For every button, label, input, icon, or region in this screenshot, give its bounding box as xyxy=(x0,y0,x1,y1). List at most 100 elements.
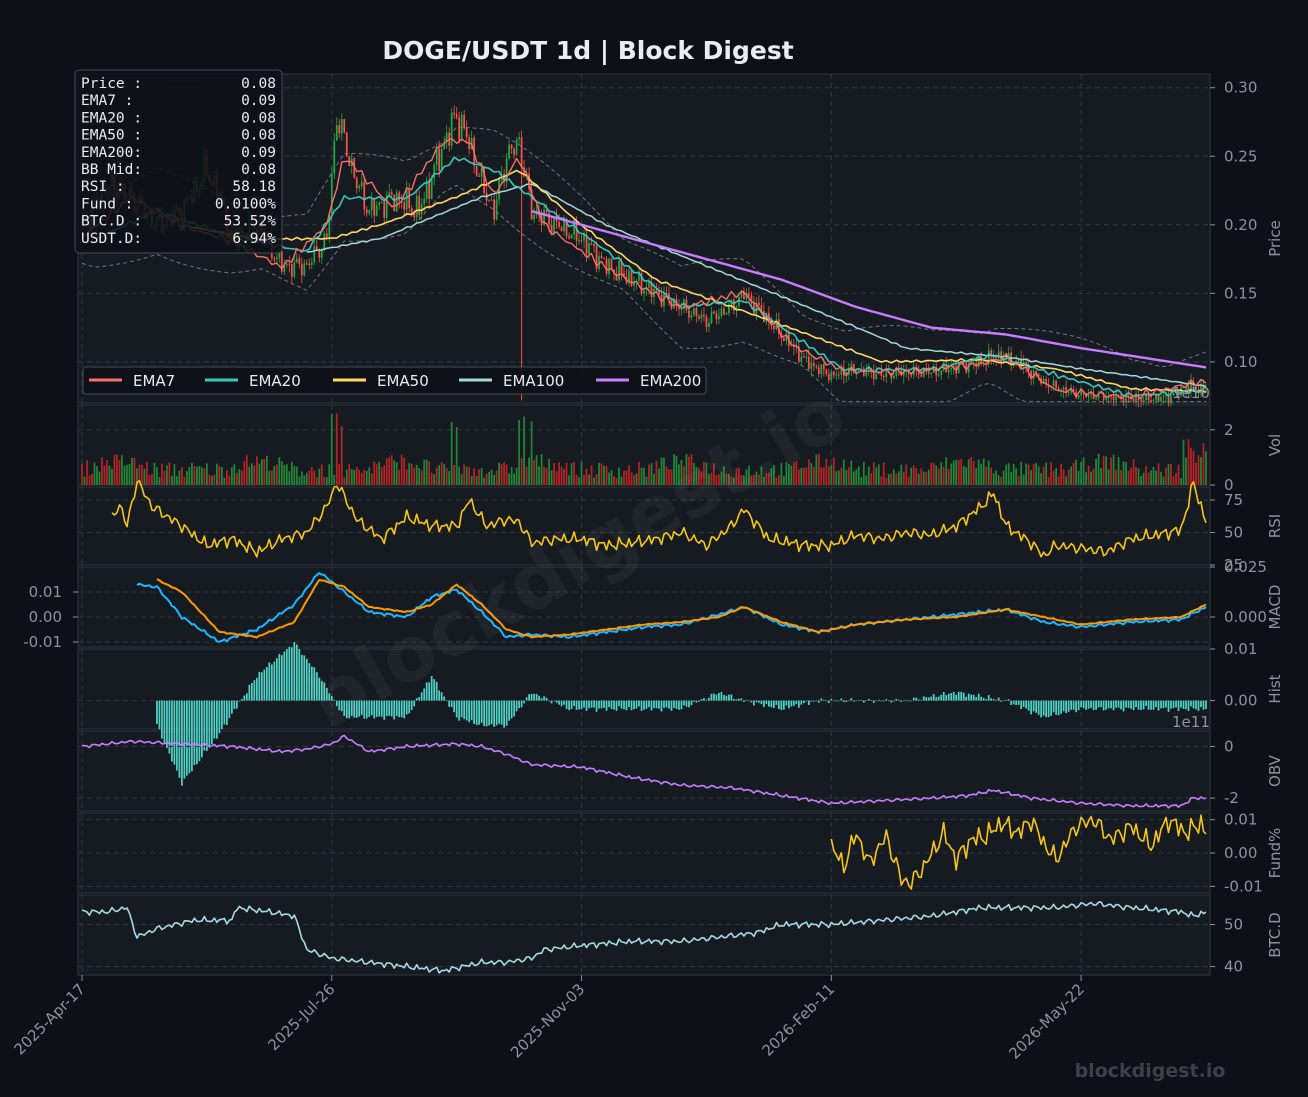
candle-body xyxy=(543,209,545,225)
candle-body xyxy=(815,365,818,368)
candle-body xyxy=(1067,392,1070,394)
hist-bar xyxy=(218,700,221,734)
candle-body xyxy=(450,112,453,146)
info-value: 0.09 xyxy=(241,145,276,161)
candle-body xyxy=(733,299,735,311)
ytick-label-funding: -0.01 xyxy=(1224,877,1263,895)
hist-bar xyxy=(1080,700,1082,708)
candle-body xyxy=(440,148,443,171)
hist-bar xyxy=(263,669,266,701)
hist-bar xyxy=(211,700,213,745)
volume-bar xyxy=(1092,468,1095,485)
candle-body xyxy=(1202,384,1205,391)
candle-body xyxy=(700,314,703,319)
hist-bar xyxy=(250,682,253,701)
hist-bar xyxy=(161,700,163,739)
ytick-label-volume: 2 xyxy=(1224,421,1234,439)
candle-body xyxy=(952,365,955,369)
candle-body xyxy=(710,311,713,324)
hist-bar xyxy=(1150,700,1152,710)
volume-bar xyxy=(1135,467,1137,485)
hist-bar xyxy=(605,700,608,711)
volume-bar xyxy=(1130,467,1132,485)
hist-bar xyxy=(1175,700,1177,708)
info-box-frame xyxy=(74,69,283,254)
ylabel-macd: MACD xyxy=(1266,585,1284,630)
volume-bar xyxy=(603,465,605,485)
volume-bar xyxy=(176,476,178,485)
volume-bar xyxy=(423,459,426,485)
volume-bar xyxy=(735,468,738,485)
volume-bar xyxy=(485,473,488,485)
hist-bar xyxy=(1145,700,1147,706)
candle-body xyxy=(373,198,376,216)
volume-bar xyxy=(977,459,980,485)
candle-body xyxy=(273,258,276,260)
hist-bar xyxy=(840,698,843,701)
candle-body xyxy=(530,189,533,220)
hist-bar xyxy=(570,700,573,710)
volume-bar xyxy=(278,457,281,485)
hist-bar xyxy=(523,700,525,704)
hist-bar xyxy=(440,692,443,701)
candle-body xyxy=(435,148,438,165)
candle-body xyxy=(1107,395,1110,399)
volume-bar xyxy=(166,465,168,485)
volume-bar xyxy=(480,468,483,485)
panel-frame-hist xyxy=(77,648,1211,730)
hist-bar xyxy=(290,647,293,701)
volume-bar xyxy=(837,470,840,485)
hist-bar xyxy=(1170,700,1172,709)
volume-bar xyxy=(221,466,223,485)
hist-bar xyxy=(663,700,665,708)
volume-bar xyxy=(178,470,181,485)
volume-bar xyxy=(877,464,880,485)
hist-bar xyxy=(1205,700,1207,710)
volume-bar xyxy=(815,454,818,485)
hist-bar xyxy=(478,700,481,725)
volume-bar xyxy=(96,466,98,485)
candle-body xyxy=(310,262,313,266)
candle-body xyxy=(545,209,548,213)
volume-bar xyxy=(1155,470,1157,485)
volume-bar xyxy=(770,468,773,485)
volume-bar xyxy=(88,475,91,485)
ytick-label-price: 0.20 xyxy=(1224,216,1257,234)
info-value: 0.08 xyxy=(241,76,276,92)
hist-bar xyxy=(653,700,655,709)
volume-bar xyxy=(560,466,563,485)
hist-bar xyxy=(330,695,333,701)
hist-bar xyxy=(485,700,488,727)
hist-bar xyxy=(1110,700,1112,709)
hist-bar xyxy=(733,698,735,701)
volume-bar xyxy=(263,458,266,485)
hist-bar xyxy=(1160,700,1162,709)
hist-bar xyxy=(927,697,930,701)
hist-bar xyxy=(797,700,800,708)
volume-bar xyxy=(807,459,810,485)
hist-bar xyxy=(518,700,520,709)
hist-bar xyxy=(580,700,583,710)
candle-body xyxy=(1017,358,1020,361)
hist-bar xyxy=(293,642,296,701)
candle-body xyxy=(1180,386,1182,396)
hist-bar xyxy=(765,700,768,705)
volume-bar xyxy=(478,469,481,485)
candle-body xyxy=(488,200,491,202)
volume-bar xyxy=(285,464,288,485)
hist-bar xyxy=(508,700,510,721)
candle-body xyxy=(807,356,810,369)
candle-body xyxy=(713,311,715,314)
candle-body xyxy=(820,364,823,374)
panel-frame-rsi xyxy=(77,486,1211,566)
candle-body xyxy=(615,273,618,281)
candle-body xyxy=(1027,366,1030,371)
candle-body xyxy=(805,356,808,358)
candle-body xyxy=(810,362,813,369)
volume-bar xyxy=(98,471,101,485)
hist-bar xyxy=(583,700,585,708)
candle-body xyxy=(1122,398,1125,403)
volume-bar xyxy=(1097,453,1100,485)
volume-bar xyxy=(780,463,783,485)
volume-bar xyxy=(295,466,298,485)
